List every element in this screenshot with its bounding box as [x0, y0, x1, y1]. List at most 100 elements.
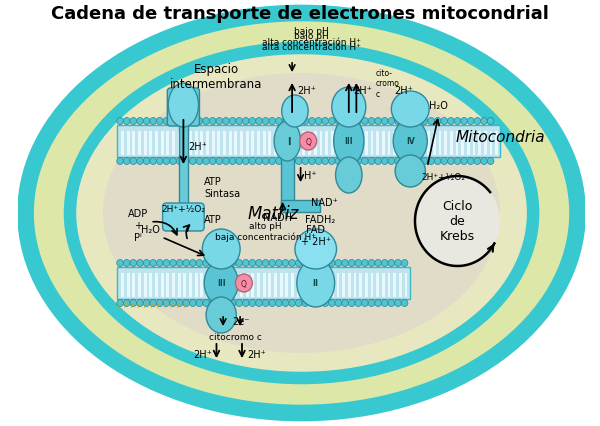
- Bar: [427, 132, 430, 155]
- Circle shape: [448, 118, 454, 125]
- Bar: [121, 273, 124, 297]
- Text: FAD
+ 2H⁺: FAD + 2H⁺: [301, 225, 331, 246]
- Bar: [393, 273, 396, 297]
- Circle shape: [157, 260, 163, 267]
- Ellipse shape: [204, 262, 238, 305]
- Bar: [308, 132, 311, 155]
- Circle shape: [203, 158, 209, 165]
- Bar: [286, 132, 289, 155]
- Bar: [393, 132, 396, 155]
- Circle shape: [256, 118, 262, 125]
- Text: ADP
+
Pᴵ: ADP + Pᴵ: [128, 209, 148, 242]
- Bar: [144, 132, 146, 155]
- Bar: [274, 132, 277, 155]
- Ellipse shape: [335, 158, 362, 193]
- Bar: [138, 132, 141, 155]
- Text: 2H⁺+½O₂: 2H⁺+½O₂: [422, 173, 466, 182]
- Bar: [467, 132, 470, 155]
- Circle shape: [335, 158, 342, 165]
- Circle shape: [242, 158, 249, 165]
- Bar: [325, 132, 328, 155]
- Circle shape: [137, 118, 143, 125]
- Bar: [246, 273, 248, 297]
- Text: III: III: [344, 137, 353, 146]
- Circle shape: [401, 260, 408, 267]
- Bar: [172, 132, 175, 155]
- Circle shape: [461, 118, 467, 125]
- Bar: [212, 132, 215, 155]
- Circle shape: [335, 118, 342, 125]
- Circle shape: [362, 118, 368, 125]
- Circle shape: [170, 260, 176, 267]
- Bar: [297, 132, 299, 155]
- Ellipse shape: [295, 230, 337, 269]
- Ellipse shape: [282, 96, 308, 128]
- Bar: [189, 273, 192, 297]
- Circle shape: [176, 158, 183, 165]
- Circle shape: [242, 118, 249, 125]
- Bar: [297, 273, 299, 297]
- Bar: [291, 273, 294, 297]
- Bar: [348, 273, 351, 297]
- Bar: [365, 132, 368, 155]
- Bar: [155, 273, 158, 297]
- Ellipse shape: [168, 84, 199, 128]
- Text: 2H⁺: 2H⁺: [193, 349, 212, 359]
- Text: NAD⁺: NAD⁺: [311, 198, 338, 207]
- FancyBboxPatch shape: [167, 89, 199, 127]
- Bar: [455, 132, 458, 155]
- Circle shape: [190, 118, 196, 125]
- Circle shape: [428, 158, 434, 165]
- Circle shape: [382, 158, 388, 165]
- Bar: [117, 268, 410, 299]
- Circle shape: [328, 260, 335, 267]
- Circle shape: [124, 158, 130, 165]
- Circle shape: [236, 300, 242, 307]
- Circle shape: [209, 260, 216, 267]
- Circle shape: [368, 158, 375, 165]
- Bar: [184, 132, 186, 155]
- Circle shape: [395, 260, 401, 267]
- Circle shape: [401, 300, 408, 307]
- Circle shape: [143, 118, 150, 125]
- Bar: [337, 132, 340, 155]
- Circle shape: [349, 260, 355, 267]
- Circle shape: [322, 118, 328, 125]
- Circle shape: [467, 118, 474, 125]
- Bar: [161, 273, 164, 297]
- Circle shape: [289, 118, 295, 125]
- Bar: [178, 273, 181, 297]
- Circle shape: [355, 158, 362, 165]
- Bar: [184, 273, 186, 297]
- Circle shape: [295, 260, 302, 267]
- Text: Mitocondria: Mitocondria: [455, 129, 545, 144]
- Circle shape: [295, 158, 302, 165]
- Circle shape: [170, 118, 176, 125]
- Circle shape: [322, 300, 328, 307]
- Bar: [172, 273, 175, 297]
- Bar: [490, 132, 493, 155]
- Bar: [444, 132, 447, 155]
- Bar: [235, 273, 237, 297]
- Bar: [422, 132, 424, 155]
- Circle shape: [299, 132, 317, 151]
- Circle shape: [382, 300, 388, 307]
- Circle shape: [415, 158, 421, 165]
- Circle shape: [117, 158, 124, 165]
- Circle shape: [143, 158, 150, 165]
- Bar: [195, 132, 197, 155]
- Circle shape: [441, 158, 448, 165]
- Circle shape: [209, 118, 216, 125]
- Circle shape: [375, 118, 382, 125]
- Circle shape: [229, 260, 236, 267]
- Circle shape: [315, 118, 322, 125]
- Bar: [484, 132, 487, 155]
- Ellipse shape: [70, 49, 533, 378]
- Bar: [195, 273, 197, 297]
- Circle shape: [401, 158, 408, 165]
- Circle shape: [315, 300, 322, 307]
- Circle shape: [223, 300, 229, 307]
- Circle shape: [302, 118, 308, 125]
- Circle shape: [216, 300, 223, 307]
- Circle shape: [388, 118, 395, 125]
